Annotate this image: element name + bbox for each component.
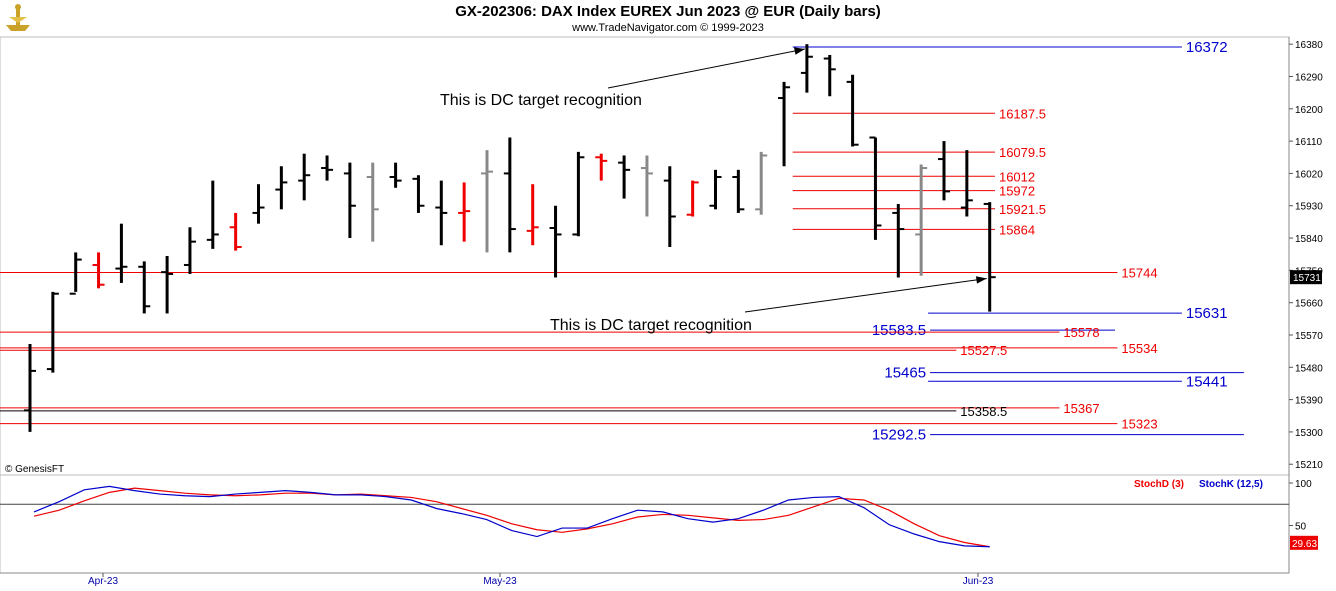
annotation-text: This is DC target recognition (440, 92, 642, 109)
level-label: 15631 (1186, 305, 1228, 322)
last-price-box (1290, 270, 1322, 285)
annotation-arrow (607, 48, 805, 89)
stoch-d-line (33, 487, 990, 548)
trade-navigator-logo (3, 3, 33, 33)
level-label: 15864 (999, 222, 1035, 237)
level-label: 15921.5 (999, 202, 1046, 217)
annotation-arrow (744, 278, 987, 313)
stochastic-layer: 100 50 StochD (3) StochK (12,5) 29.63 (0, 479, 1318, 550)
y-tick-label: 15390 (1295, 396, 1323, 407)
y-tick-label: 15930 (1295, 202, 1323, 213)
stoch-k-legend: StochK (12,5) (1199, 479, 1263, 490)
level-label: 16187.5 (999, 106, 1046, 121)
genesis-watermark: © GenesisFT (5, 464, 64, 475)
chart-title: GX-202306: DAX Index EUREX Jun 2023 @ EU… (455, 3, 881, 20)
price-y-axis: 1638016290162001611016020159301584015750… (1289, 40, 1323, 471)
level-label: 15441 (1186, 373, 1228, 390)
x-tick-label: May-23 (483, 576, 517, 587)
annotation-arrowhead (975, 276, 987, 284)
y-tick-label: 16200 (1295, 105, 1323, 116)
y-tick-label: 16380 (1295, 40, 1323, 51)
stoch-y-tick-label: 50 (1295, 522, 1307, 533)
level-label: 15534 (1121, 341, 1157, 356)
y-tick-label: 15570 (1295, 331, 1323, 342)
y-tick-label: 16020 (1295, 169, 1323, 180)
level-label: 15292.5 (872, 427, 926, 444)
level-label: 15358.5 (960, 404, 1007, 419)
y-tick-label: 15840 (1295, 234, 1323, 245)
level-label: 16372 (1186, 39, 1228, 56)
level-label: 15744 (1121, 266, 1157, 281)
price-bars (24, 44, 996, 432)
level-label: 15527.5 (960, 343, 1007, 358)
y-tick-label: 15660 (1295, 299, 1323, 310)
stoch-value-label: 29.63 (1292, 539, 1317, 550)
stoch-k-line (33, 485, 990, 548)
y-tick-label: 16110 (1295, 137, 1323, 148)
level-label: 15367 (1063, 401, 1099, 416)
y-tick-label: 15210 (1295, 460, 1323, 471)
level-label: 15465 (884, 365, 926, 382)
date-x-axis: Apr-23 May-23 Jun-23 (88, 573, 994, 587)
stoch-value-box (1290, 535, 1318, 550)
level-label: 15972 (999, 184, 1035, 199)
annotations-layer: This is DC target recognition This is DC … (440, 47, 987, 334)
level-label: 16079.5 (999, 145, 1046, 160)
stochastic-panel (0, 474, 1290, 574)
stoch-y-tick-label: 100 (1295, 479, 1312, 490)
x-tick-label: Jun-23 (963, 576, 994, 587)
stoch-d-legend: StochD (3) (1134, 479, 1184, 490)
level-label: 15578 (1063, 325, 1099, 340)
y-tick-label: 15480 (1295, 363, 1323, 374)
level-label: 15323 (1121, 417, 1157, 432)
level-label: 16012 (999, 169, 1035, 184)
chart-subtitle: www.TradeNavigator.com © 1999-2023 (572, 22, 764, 34)
y-tick-label: 16290 (1295, 72, 1323, 83)
annotation-text: This is DC target recognition (550, 317, 752, 334)
last-price-label: 15731 (1293, 273, 1321, 284)
level-label: 15583.5 (872, 322, 926, 339)
annotation-arrowhead (794, 47, 805, 55)
x-tick-label: Apr-23 (88, 576, 118, 587)
y-tick-label: 15300 (1295, 428, 1323, 439)
